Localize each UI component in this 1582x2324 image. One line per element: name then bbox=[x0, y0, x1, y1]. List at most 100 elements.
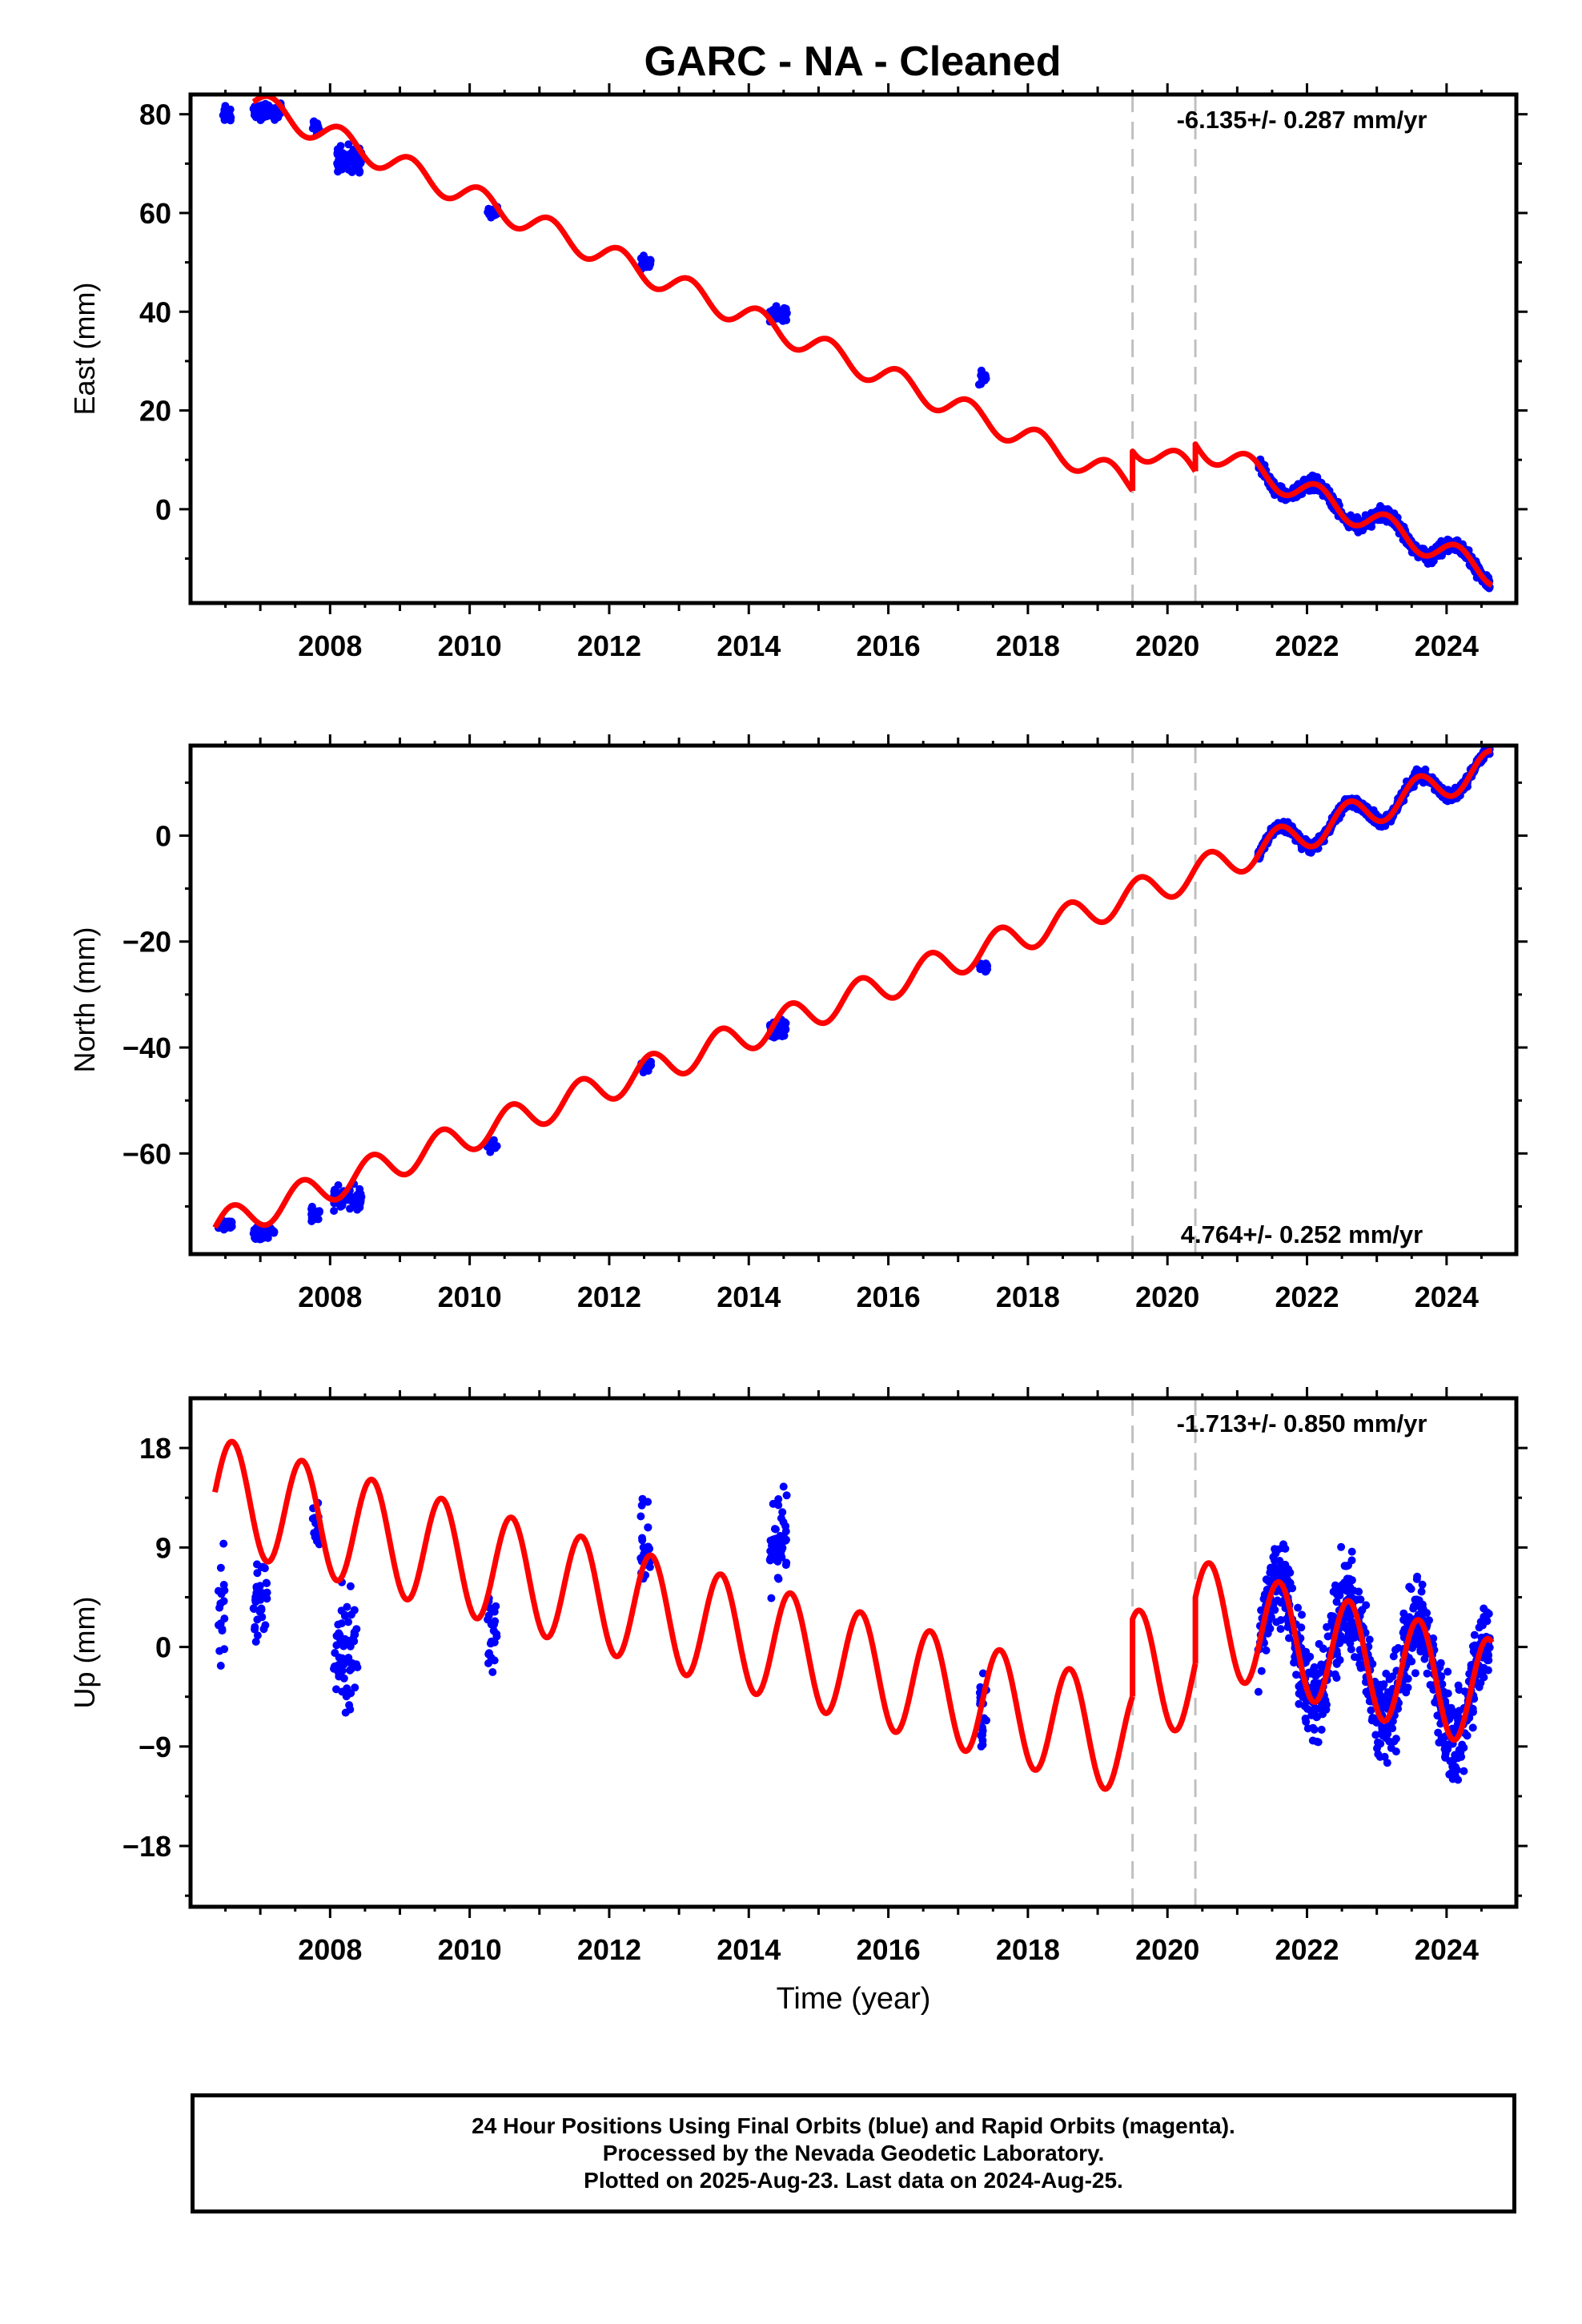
y-tick-label: −60 bbox=[122, 1137, 171, 1170]
x-tick-label: 2020 bbox=[1135, 1933, 1199, 1966]
data-point bbox=[334, 1620, 343, 1629]
data-point bbox=[1271, 1556, 1279, 1565]
y-tick-label: 20 bbox=[139, 395, 171, 428]
data-point bbox=[1303, 1724, 1312, 1733]
plot-frame bbox=[188, 1396, 1519, 1909]
data-point bbox=[1478, 1671, 1487, 1679]
data-point bbox=[977, 1731, 986, 1740]
data-point bbox=[1365, 1635, 1374, 1644]
x-tick-label: 2022 bbox=[1275, 1281, 1339, 1313]
data-point bbox=[263, 1588, 271, 1597]
y-axis-label: North (mm) bbox=[68, 927, 101, 1073]
data-point bbox=[339, 1674, 348, 1683]
model-fit-line bbox=[1130, 1607, 1199, 1734]
data-point bbox=[485, 1649, 493, 1658]
data-point bbox=[1485, 1643, 1494, 1652]
data-point bbox=[1254, 1687, 1263, 1696]
data-point bbox=[356, 1196, 365, 1204]
data-point bbox=[1311, 1671, 1319, 1680]
data-point bbox=[1455, 1686, 1464, 1695]
data-point bbox=[1383, 1759, 1391, 1767]
data-point bbox=[1441, 1749, 1450, 1758]
data-point bbox=[335, 1653, 343, 1662]
data-point bbox=[488, 1655, 496, 1664]
x-tick-label: 2008 bbox=[298, 1933, 362, 1966]
data-point bbox=[1317, 1660, 1326, 1669]
data-point bbox=[1286, 1578, 1295, 1587]
data-point bbox=[1332, 1674, 1341, 1683]
x-tick-label: 2022 bbox=[1275, 1933, 1339, 1966]
y-axis-label: Up (mm) bbox=[68, 1597, 101, 1709]
data-point bbox=[1279, 1540, 1287, 1549]
y-tick-label: 40 bbox=[139, 296, 171, 328]
data-point bbox=[1421, 765, 1430, 774]
data-point bbox=[1411, 1601, 1420, 1610]
data-point bbox=[777, 1550, 785, 1558]
data-point bbox=[1336, 1586, 1345, 1595]
data-point bbox=[488, 1668, 497, 1676]
data-point bbox=[219, 1225, 228, 1234]
data-point bbox=[253, 1631, 262, 1640]
data-point bbox=[257, 1604, 266, 1613]
data-point bbox=[777, 1023, 786, 1031]
data-point bbox=[346, 1582, 355, 1590]
data-point bbox=[644, 1523, 652, 1532]
data-point bbox=[1457, 1752, 1466, 1761]
y-tick-label: −40 bbox=[122, 1031, 171, 1064]
data-point bbox=[1335, 1655, 1344, 1664]
data-point bbox=[1423, 1669, 1431, 1678]
data-point bbox=[339, 156, 347, 165]
data-points bbox=[219, 99, 1494, 593]
data-point bbox=[261, 1621, 270, 1630]
data-point bbox=[339, 1642, 348, 1651]
data-point bbox=[1470, 1630, 1479, 1639]
x-tick-label: 2014 bbox=[717, 1281, 781, 1313]
data-point bbox=[645, 1562, 654, 1571]
data-point bbox=[774, 314, 782, 323]
data-point bbox=[219, 1581, 228, 1589]
x-tick-label: 2020 bbox=[1135, 1281, 1199, 1313]
panel-up: 2008 2010 2012 2014 2016 2018 2020 2022 2024 18 9 0… bbox=[68, 1387, 1528, 1966]
x-tick-label: 2010 bbox=[438, 1933, 502, 1966]
data-point bbox=[772, 1534, 780, 1543]
data-point bbox=[636, 1512, 645, 1521]
x-tick-label: 2024 bbox=[1415, 629, 1479, 662]
data-point bbox=[335, 1630, 344, 1639]
data-point bbox=[330, 1207, 339, 1215]
data-point bbox=[1347, 1576, 1356, 1585]
data-point bbox=[1282, 1565, 1291, 1574]
data-point bbox=[336, 142, 345, 151]
data-point bbox=[1484, 1651, 1493, 1659]
data-point bbox=[330, 1664, 338, 1673]
data-point bbox=[218, 1626, 227, 1635]
data-point bbox=[1416, 1638, 1425, 1647]
data-point bbox=[251, 1625, 259, 1634]
data-point bbox=[489, 1136, 498, 1144]
data-point bbox=[345, 1701, 354, 1710]
x-tick-label: 2024 bbox=[1415, 1933, 1479, 1966]
x-tick-label: 2014 bbox=[717, 629, 781, 662]
data-point bbox=[351, 157, 359, 166]
data-point bbox=[347, 1664, 356, 1673]
data-point bbox=[1262, 1646, 1271, 1655]
data-point bbox=[1484, 1610, 1493, 1618]
model-fit-line bbox=[1130, 448, 1198, 491]
x-tick-label: 2018 bbox=[996, 629, 1060, 662]
data-point bbox=[1313, 1712, 1322, 1721]
data-point bbox=[263, 1594, 271, 1603]
data-point bbox=[1317, 1725, 1326, 1734]
data-point bbox=[259, 1562, 267, 1571]
y-tick-label: 18 bbox=[139, 1432, 171, 1465]
x-tick-label: 2008 bbox=[298, 1281, 362, 1313]
data-point bbox=[1478, 1621, 1487, 1630]
data-point bbox=[1388, 1672, 1397, 1681]
velocity-annotation: -1.713+/- 0.850 mm/yr bbox=[1177, 1409, 1427, 1437]
x-tick-label: 2016 bbox=[857, 1933, 921, 1966]
data-point bbox=[782, 1535, 790, 1544]
y-axis-label: East (mm) bbox=[68, 283, 101, 416]
data-point bbox=[1411, 1669, 1419, 1678]
data-point bbox=[1463, 1731, 1472, 1740]
data-point bbox=[779, 1518, 788, 1526]
data-point bbox=[1460, 1767, 1468, 1775]
